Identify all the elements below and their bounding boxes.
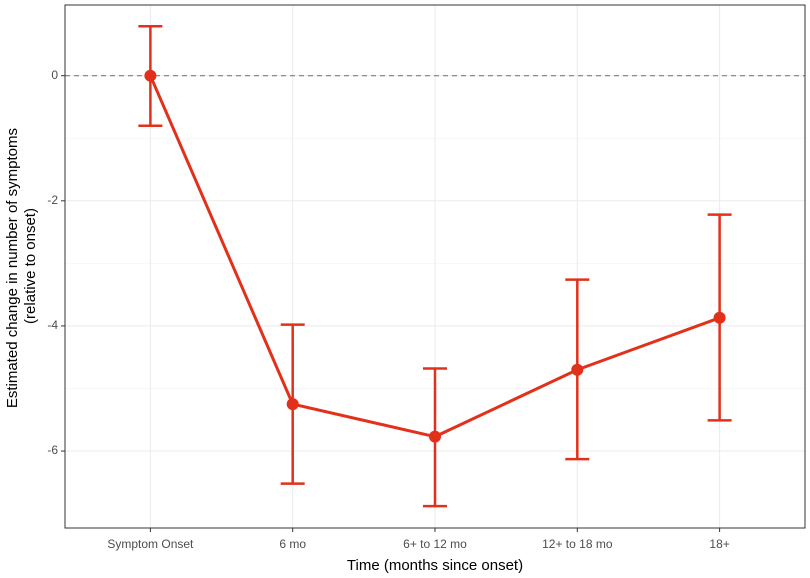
point xyxy=(286,398,299,411)
point xyxy=(144,69,157,82)
y-tick-label: -6 xyxy=(47,443,58,457)
point xyxy=(429,430,441,443)
y-tick-label: 0 xyxy=(51,68,58,82)
x-axis-label: Time (months since onset) xyxy=(347,557,523,574)
x-tick-label: 6 mo xyxy=(279,537,306,551)
x-tick-label: Symptom Onset xyxy=(107,537,194,551)
point xyxy=(571,363,584,376)
x-tick-label: 6+ to 12 mo xyxy=(403,537,467,551)
y-tick-label: -4 xyxy=(47,318,58,332)
point xyxy=(713,311,726,324)
x-tick-label: 12+ to 18 mo xyxy=(542,537,613,551)
y-axis-label: Estimated change in number of symptoms (… xyxy=(4,124,39,408)
panel-border xyxy=(64,4,806,529)
y-axis-label-line: Estimated change in number of symptoms xyxy=(4,128,21,408)
y-tick-label: -2 xyxy=(47,193,58,207)
y-axis-label-line: (relative to onset) xyxy=(22,208,39,324)
x-tick-label: 18+ xyxy=(709,537,729,551)
